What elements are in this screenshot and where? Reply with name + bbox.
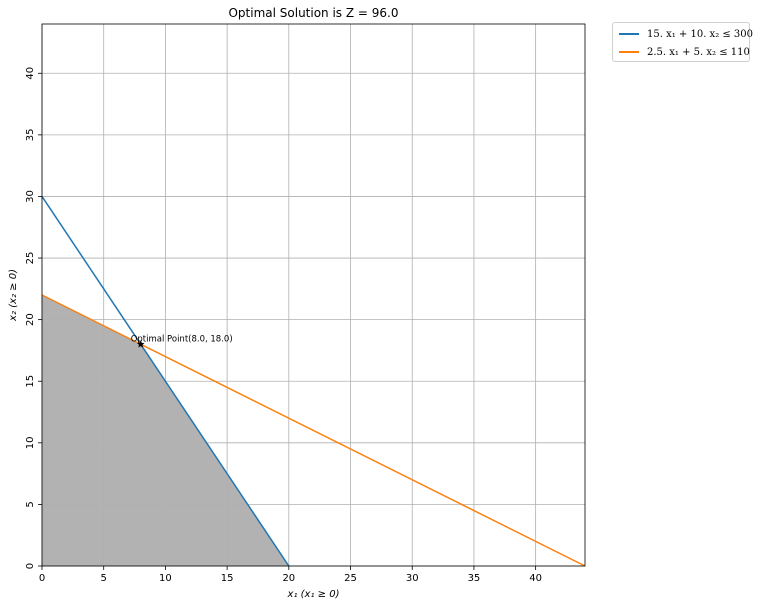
x-tick-label: 10	[159, 573, 172, 584]
optimal-point-label: Optimal Point(8.0, 18.0)	[131, 334, 233, 344]
x-axis-label: x₁ (x₁ ≥ 0)	[287, 589, 340, 600]
x-tick-label: 25	[344, 573, 357, 584]
x-tick-label: 40	[529, 573, 542, 584]
series-line-2	[41, 294, 586, 567]
x-tick-label: 5	[101, 573, 107, 584]
legend-swatch-2	[619, 51, 639, 53]
y-tick-label: 30	[25, 190, 36, 203]
y-tick-label: 0	[25, 563, 36, 569]
x-tick-label: 30	[406, 573, 419, 584]
optimal-point-marker	[136, 340, 145, 348]
legend-swatch-1	[619, 33, 639, 35]
legend: 15. x₁ + 10. x₂ ≤ 300 2.5. x₁ + 5. x₂ ≤ …	[612, 22, 753, 62]
y-tick-label: 35	[25, 128, 36, 141]
x-tick-label: 20	[282, 573, 295, 584]
legend-label-2: 2.5. x₁ + 5. x₂ ≤ 110	[647, 46, 750, 58]
x-tick-label: 0	[39, 573, 45, 584]
y-tick-label: 20	[25, 313, 36, 326]
series-line-1	[41, 196, 290, 567]
legend-item-2: 2.5. x₁ + 5. x₂ ≤ 110	[619, 44, 750, 60]
y-tick-label: 5	[25, 501, 36, 507]
plot-frame	[41, 23, 586, 567]
y-tick-label: 15	[25, 375, 36, 388]
chart-title: Optimal Solution is Z = 96.0	[228, 6, 398, 20]
x-tick-label: 35	[468, 573, 481, 584]
y-tick-label: 25	[25, 252, 36, 265]
legend-label-1: 15. x₁ + 10. x₂ ≤ 300	[647, 28, 754, 40]
y-tick-label: 40	[25, 67, 36, 80]
x-tick-label: 15	[221, 573, 234, 584]
y-axis-label: x₂ (x₂ ≥ 0)	[8, 269, 19, 322]
legend-item-1: 15. x₁ + 10. x₂ ≤ 300	[619, 26, 753, 42]
y-tick-label: 10	[25, 436, 36, 449]
